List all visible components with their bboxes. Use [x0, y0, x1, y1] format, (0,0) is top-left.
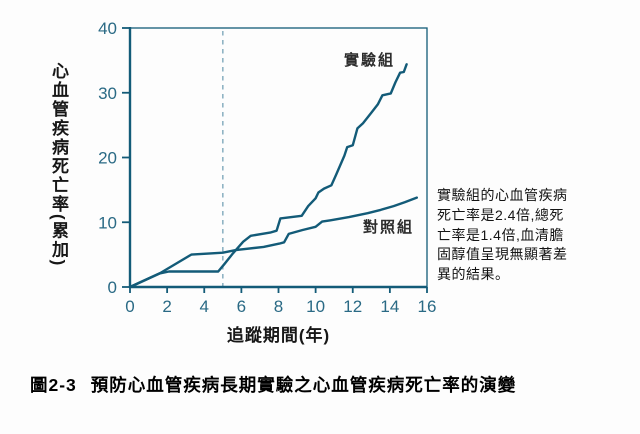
y-tick-label: 10 — [98, 213, 117, 232]
y-axis-label: 心血管疾病死亡率(累加) — [49, 62, 68, 268]
figure-caption: 圖2-3 預防心血管疾病長期實驗之心血管疾病死亡率的演變 — [30, 372, 516, 397]
annotation-line: 異的結果。 — [437, 266, 510, 283]
annotation-line: 實驗組的心血管疾病 — [437, 187, 568, 203]
annotation-line: 固醇值呈現無顯著差 — [437, 246, 568, 263]
figure-caption-title: 預防心血管疾病長期實驗之心血管疾病死亡率的演變 — [90, 375, 517, 395]
x-tick-label: 6 — [237, 297, 246, 316]
series-line-experimental — [128, 63, 408, 289]
annotation-line: 亡率是1.4倍,血清膽 — [437, 226, 564, 243]
chart-canvas: 0 10 20 30 40 0 2 4 6 8 10 12 14 16 — [98, 19, 437, 316]
x-tick-label: 8 — [274, 297, 283, 316]
x-tick-label: 14 — [380, 297, 399, 316]
x-axis-title: 追蹤期間(年) — [226, 326, 331, 345]
annotation-line: 死亡率是2.4倍,總死 — [437, 206, 564, 223]
figure-caption-number: 圖2-3 — [30, 375, 77, 395]
y-tick-label: 0 — [108, 278, 117, 297]
series-label-experimental: 實驗組 — [344, 52, 396, 69]
series-label-control: 對照組 — [363, 219, 415, 236]
annotation-text: 實驗組的心血管疾病 死亡率是2.4倍,總死 亡率是1.4倍,血清膽 固醇值呈現無… — [437, 186, 633, 285]
x-tick-label: 12 — [343, 297, 362, 316]
series-line-control — [128, 196, 418, 289]
x-tick-label: 0 — [125, 297, 134, 316]
x-tick-label: 10 — [306, 297, 325, 316]
y-tick-label: 30 — [98, 84, 117, 103]
y-tick-label: 40 — [98, 19, 117, 38]
x-tick-label: 16 — [418, 297, 437, 316]
x-tick-label: 2 — [162, 297, 171, 316]
x-tick-label: 4 — [200, 297, 209, 316]
y-tick-label: 20 — [98, 149, 117, 168]
